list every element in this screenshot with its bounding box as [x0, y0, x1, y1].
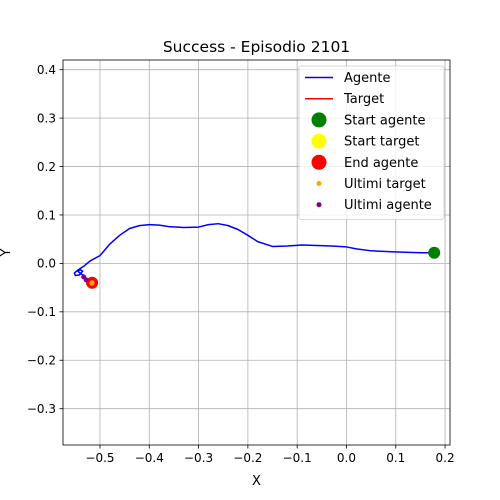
legend-handle [316, 181, 322, 186]
y-tick-label: −0.2 [27, 354, 56, 368]
legend: Agente Target Start agente Start target End … [298, 65, 445, 220]
y-tick-label: 0.0 [37, 257, 56, 271]
legend-handle [311, 112, 327, 128]
x-tick-label: −0.5 [85, 451, 114, 465]
grid [63, 60, 450, 445]
y-tick-label: 0.2 [37, 160, 56, 174]
x-axis-label: X [252, 474, 261, 489]
legend-label: Start agente [344, 113, 425, 128]
x-tick-label: 0.0 [337, 451, 356, 465]
x-tick-label: −0.3 [184, 451, 213, 465]
y-tick-label: 0.3 [37, 111, 56, 125]
y-tick-label: −0.3 [27, 402, 56, 416]
legend-label: Agente [344, 71, 390, 86]
legend-box [298, 65, 445, 220]
x-tick-label: −0.2 [233, 451, 262, 465]
legend-handle [311, 133, 327, 149]
legend-label: Ultimi target [344, 177, 426, 192]
x-tick-label: 0.1 [386, 451, 405, 465]
axes-frame [62, 59, 451, 446]
series-line-agente [73, 222, 435, 278]
plot-series [73, 222, 441, 289]
x-tick-label: −0.1 [283, 451, 312, 465]
legend-label: Start target [344, 135, 419, 150]
point-ultimi-target [89, 280, 95, 286]
legend-handle [316, 202, 322, 208]
y-tick-label: −0.1 [27, 305, 56, 319]
legend-label: Ultimi agente [344, 198, 432, 213]
legend-label: End agente [344, 156, 418, 171]
y-tick-label: 0.1 [37, 208, 56, 222]
ticks: −0.5 −0.4 −0.3 −0.2 −0.1 0.0 0.1 0.2 −0.3 −0.2 −0.… [27, 63, 455, 465]
x-tick-label: 0.2 [436, 451, 455, 465]
x-tick-label: −0.4 [135, 451, 164, 465]
legend-handle [311, 154, 327, 170]
legend-label: Target [343, 92, 384, 107]
point-ultimi-agente [83, 277, 89, 283]
y-tick-label: 0.4 [37, 63, 56, 77]
chart-title: Success - Episodio 2101 [163, 38, 350, 56]
point-start-agente [428, 246, 441, 259]
y-axis-label: Y [0, 248, 14, 257]
